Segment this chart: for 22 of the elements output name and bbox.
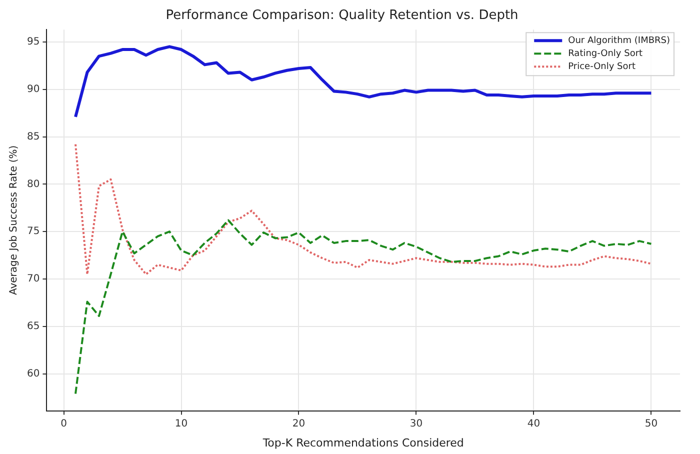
y-tick-label: 65 (26, 321, 40, 332)
line-series (74, 219, 652, 395)
chart-title: Performance Comparison: Quality Retention vs. Depth (166, 8, 518, 24)
y-tick-label: 70 (26, 274, 40, 285)
y-tick-label: 60 (26, 368, 40, 380)
y-tick-label: 85 (26, 131, 40, 142)
y-tick-label: 95 (26, 36, 40, 48)
y-tick-label: 80 (26, 178, 40, 190)
x-axis-title: Top-K Recommendations Considered (262, 436, 464, 450)
x-tick-label: 10 (174, 418, 188, 430)
x-tick-label: 20 (292, 418, 306, 430)
legend-label: Our Algorithm (IMBRS) (568, 36, 670, 46)
y-tick-label: 90 (26, 84, 40, 95)
legend-label: Price-Only Sort (568, 62, 636, 72)
x-tick-label: 0 (60, 418, 67, 430)
x-tick-label: 30 (410, 418, 423, 430)
line-series (74, 143, 652, 276)
legend-label: Rating-Only Sort (568, 48, 644, 59)
y-tick-label: 75 (26, 226, 40, 238)
x-tick-label: 40 (527, 418, 540, 430)
y-axis-title: Average Job Success Rate (%) (8, 145, 20, 296)
x-tick-label: 50 (644, 418, 658, 430)
